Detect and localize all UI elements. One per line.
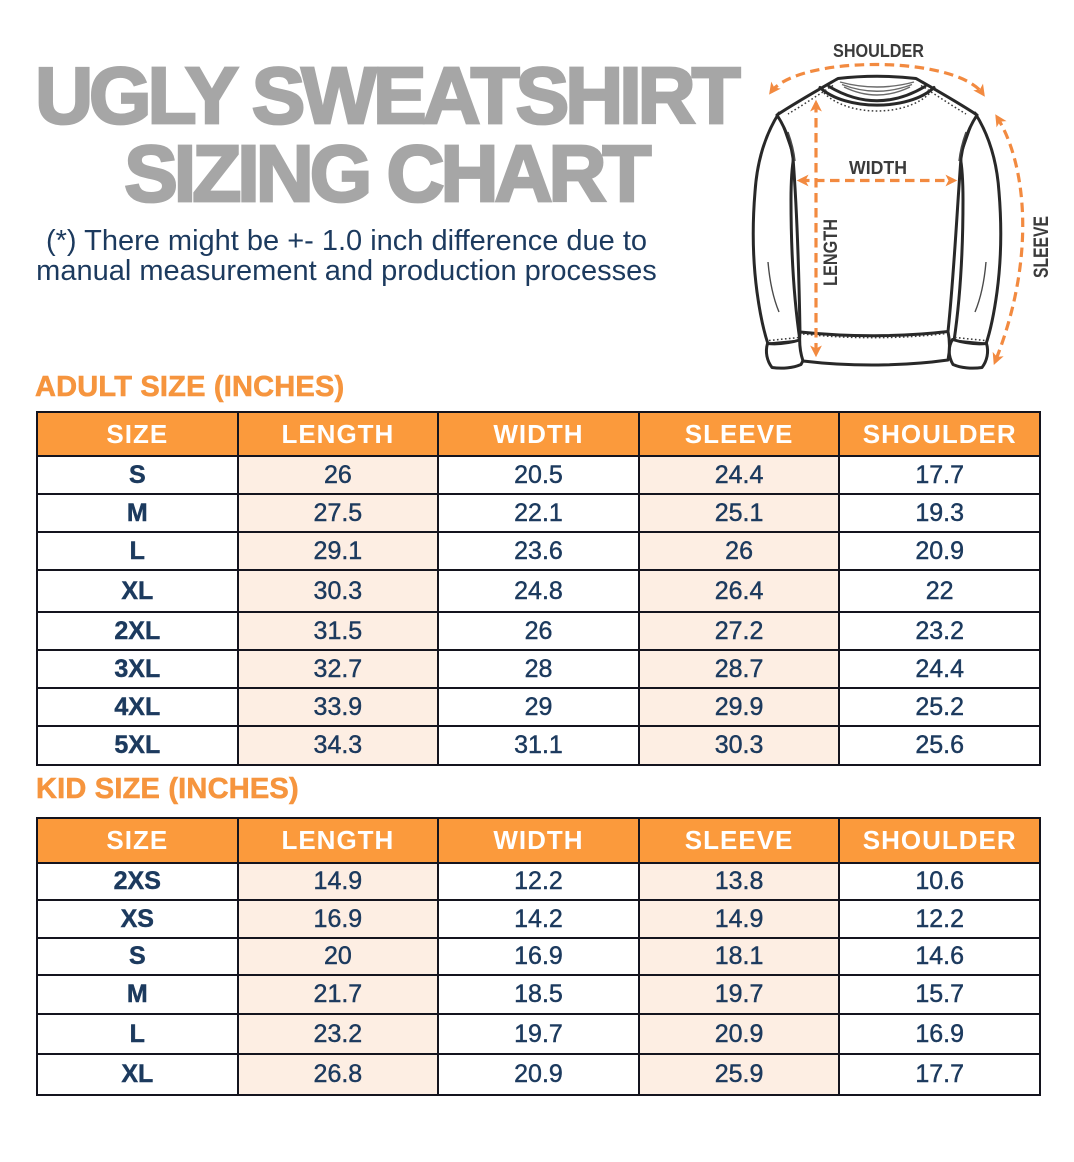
svg-text:WIDTH: WIDTH bbox=[849, 158, 907, 178]
svg-text:LENGTH: LENGTH bbox=[820, 219, 842, 286]
svg-text:SHOULDER: SHOULDER bbox=[833, 40, 924, 61]
svg-text:SLEEVE: SLEEVE bbox=[1030, 216, 1053, 278]
